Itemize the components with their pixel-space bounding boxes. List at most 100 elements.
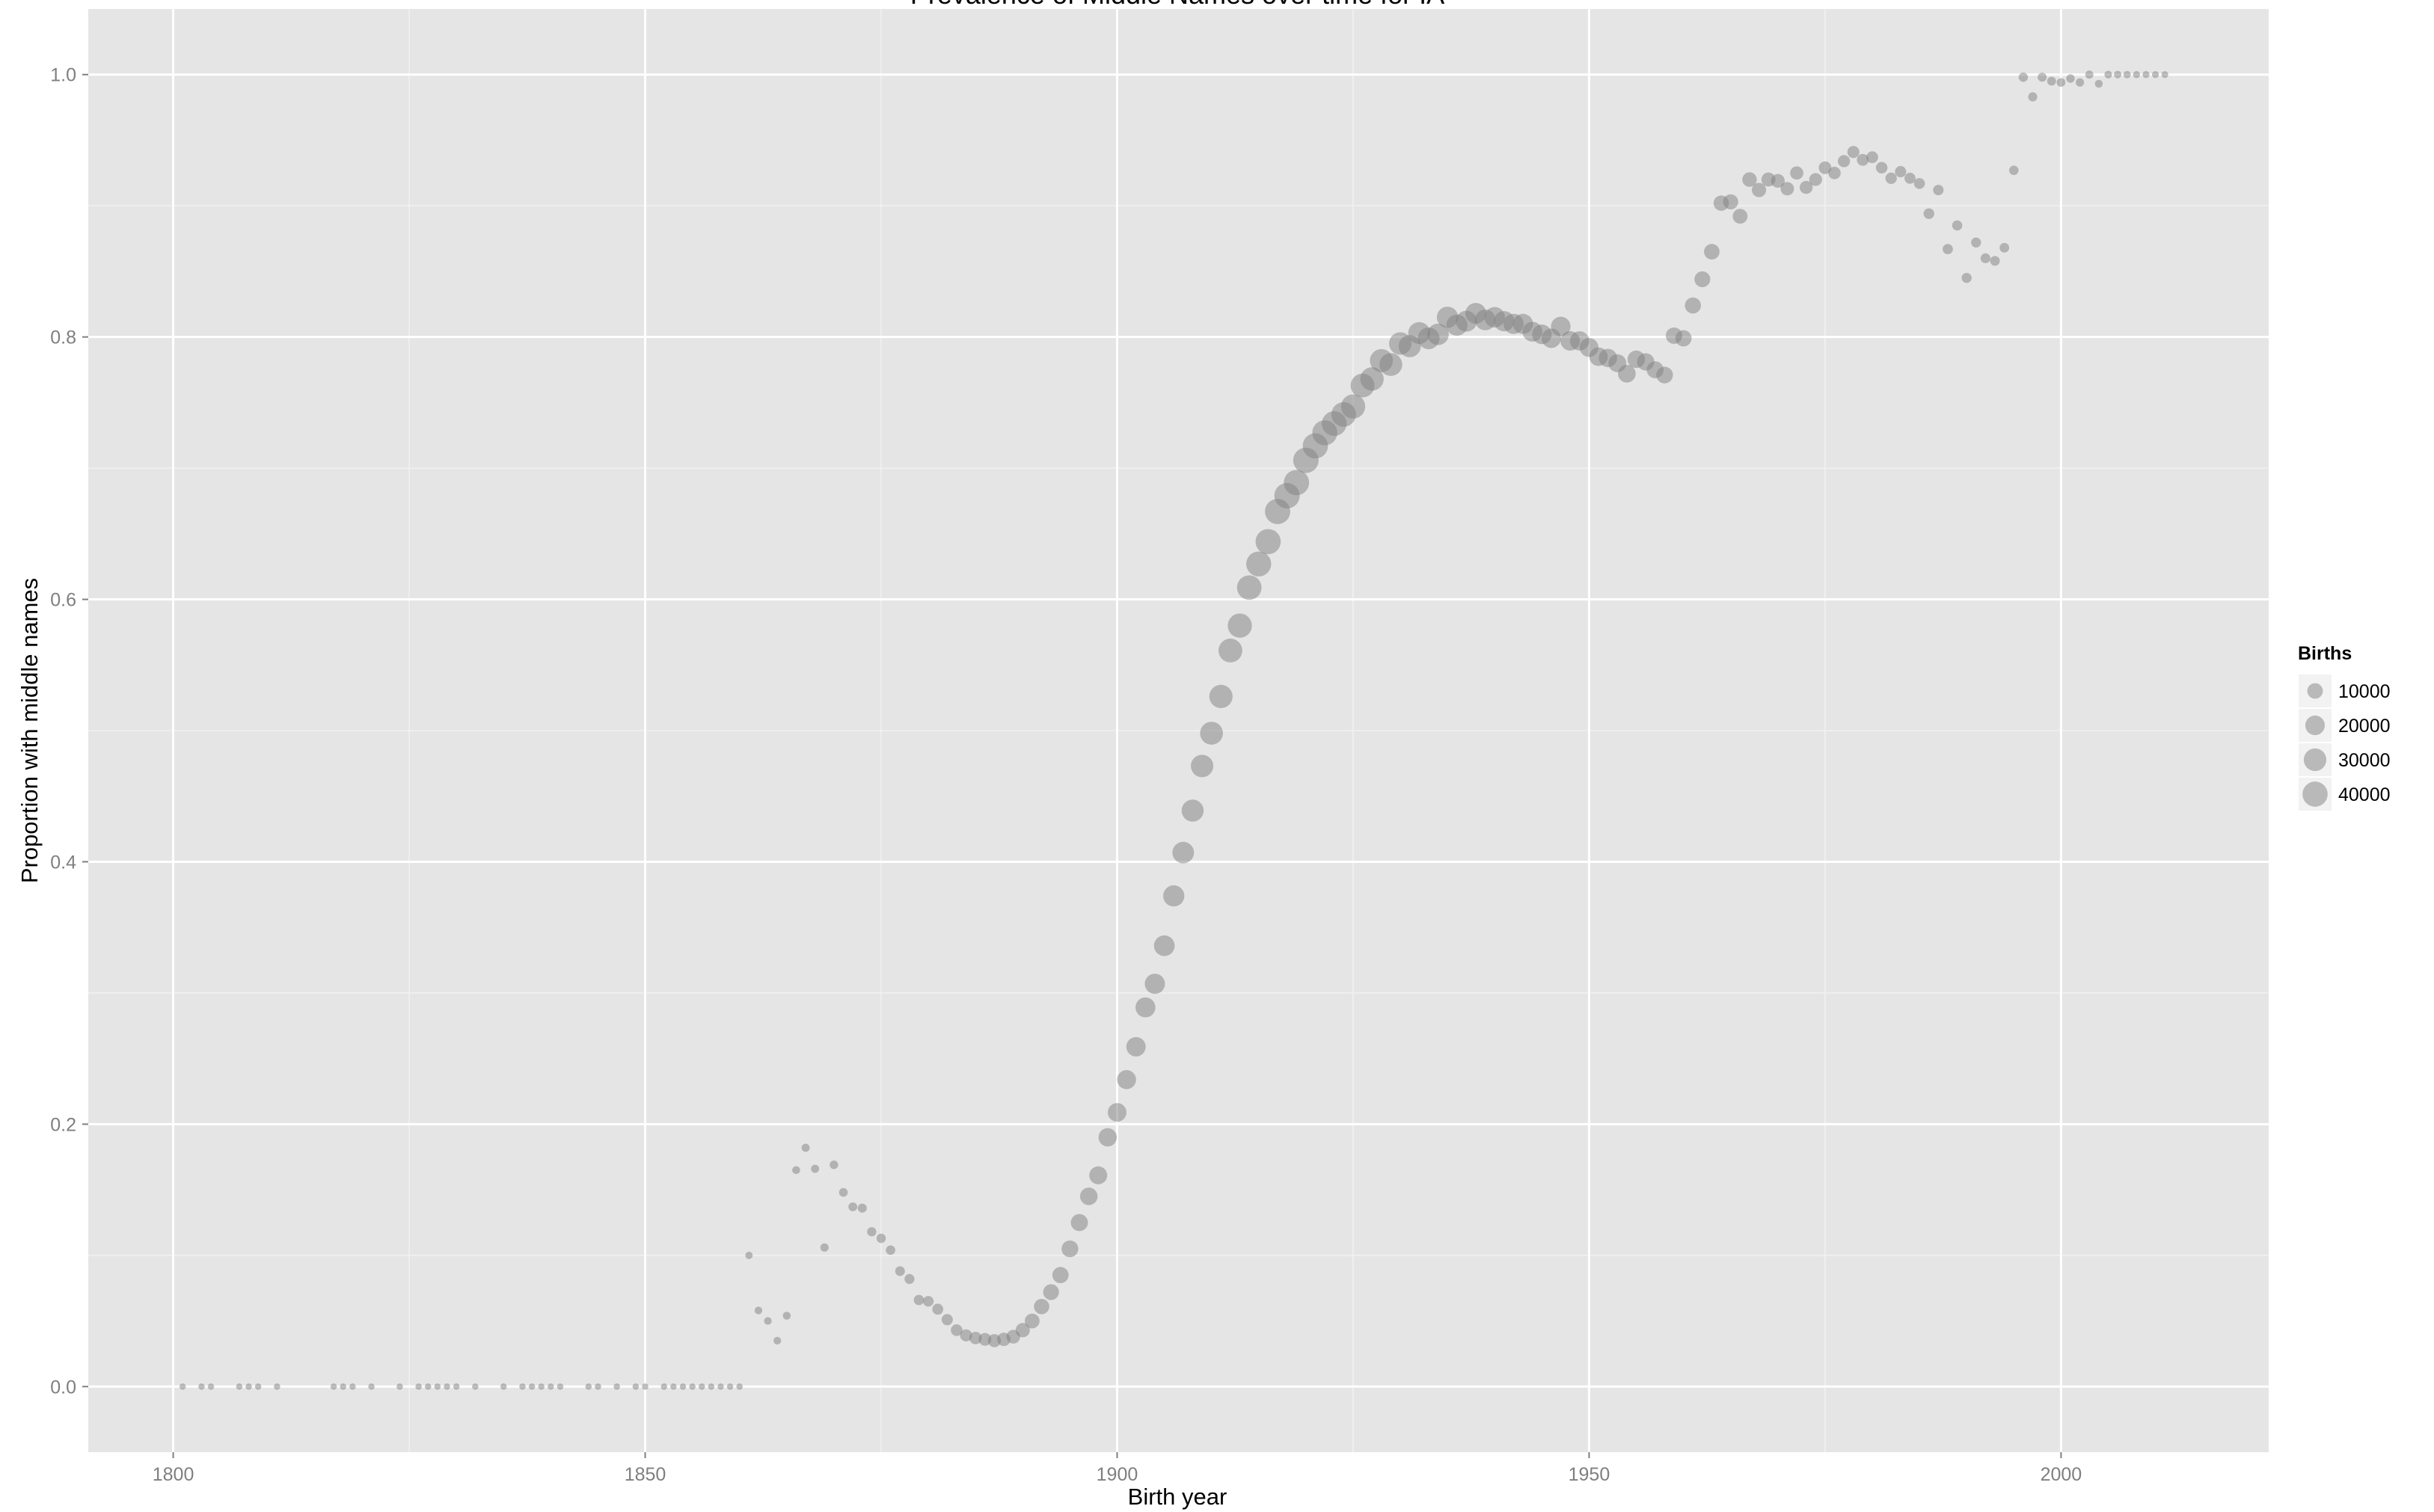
data-point bbox=[1209, 684, 1233, 708]
legend-label: 10000 bbox=[2338, 681, 2391, 702]
y-tick-label: 1.0 bbox=[50, 65, 76, 86]
data-point bbox=[2104, 70, 2112, 79]
data-point bbox=[1723, 194, 1738, 210]
data-point bbox=[2133, 70, 2141, 79]
data-point bbox=[1732, 209, 1748, 224]
data-point bbox=[857, 1203, 867, 1213]
y-tick-label: 0.0 bbox=[50, 1377, 76, 1398]
data-point bbox=[1117, 1069, 1136, 1090]
data-point bbox=[1024, 1313, 1040, 1329]
data-point bbox=[1052, 1267, 1069, 1284]
data-point bbox=[1828, 167, 1841, 179]
data-point bbox=[1107, 1103, 1126, 1122]
data-point bbox=[951, 1324, 963, 1336]
data-point bbox=[1218, 639, 1242, 663]
data-point bbox=[2038, 73, 2047, 82]
y-axis-ticks: 0.0 0.2 0.4 0.6 0.8 1.0 bbox=[50, 65, 88, 1398]
minor-gridlines bbox=[88, 9, 2269, 1452]
data-point bbox=[557, 1383, 564, 1390]
data-point bbox=[500, 1383, 507, 1390]
major-gridlines bbox=[88, 9, 2269, 1452]
y-tick-label: 0.2 bbox=[50, 1114, 76, 1135]
data-point bbox=[904, 1273, 915, 1285]
data-point bbox=[1618, 364, 1636, 383]
data-point bbox=[1913, 178, 1925, 189]
data-point bbox=[913, 1294, 925, 1306]
data-point bbox=[1153, 935, 1175, 956]
data-point bbox=[1990, 256, 2000, 266]
data-point bbox=[1144, 974, 1165, 995]
data-point bbox=[2008, 165, 2019, 176]
data-point bbox=[2161, 71, 2168, 79]
data-point bbox=[472, 1383, 479, 1390]
y-tick-label: 0.4 bbox=[50, 852, 76, 873]
data-point bbox=[1255, 529, 1281, 555]
chart-title: Prevalence of Middle Names over time for… bbox=[910, 0, 1444, 10]
data-point bbox=[415, 1383, 422, 1390]
data-point bbox=[689, 1383, 696, 1390]
x-axis-ticks: 1800 1850 1900 1950 2000 bbox=[153, 1452, 2082, 1485]
y-tick-label: 0.8 bbox=[50, 328, 76, 348]
data-point bbox=[932, 1303, 944, 1315]
data-point bbox=[1200, 722, 1223, 745]
x-tick-label: 1850 bbox=[625, 1464, 666, 1485]
data-point bbox=[1923, 208, 1934, 219]
data-point bbox=[660, 1383, 668, 1390]
x-tick-label: 1800 bbox=[153, 1464, 194, 1485]
data-point bbox=[538, 1383, 545, 1390]
data-point bbox=[1952, 220, 1963, 231]
data-point bbox=[1181, 799, 1204, 822]
data-point bbox=[1980, 253, 1990, 263]
data-point bbox=[2085, 70, 2094, 79]
data-point bbox=[2076, 78, 2085, 87]
data-point bbox=[179, 1383, 186, 1390]
data-point bbox=[1379, 353, 1403, 376]
data-point bbox=[330, 1383, 337, 1390]
data-point bbox=[1818, 161, 1832, 174]
data-point bbox=[2123, 70, 2131, 79]
data-point bbox=[349, 1383, 356, 1390]
data-point bbox=[585, 1383, 592, 1390]
data-point bbox=[1089, 1166, 1108, 1184]
data-point bbox=[1875, 162, 1888, 174]
data-point bbox=[519, 1383, 526, 1390]
data-point bbox=[679, 1383, 687, 1390]
data-point bbox=[717, 1383, 724, 1390]
data-point bbox=[1015, 1323, 1030, 1338]
data-point bbox=[340, 1383, 347, 1390]
data-point bbox=[1135, 997, 1156, 1018]
data-point bbox=[1857, 153, 1869, 166]
data-point bbox=[764, 1317, 772, 1325]
data-point bbox=[1034, 1298, 1049, 1315]
data-point bbox=[848, 1202, 858, 1211]
data-point bbox=[1163, 885, 1185, 907]
data-point bbox=[941, 1314, 953, 1326]
data-point bbox=[792, 1166, 800, 1175]
x-axis-title: Birth year bbox=[1128, 1484, 1227, 1510]
data-point bbox=[867, 1227, 877, 1237]
data-point bbox=[726, 1383, 734, 1390]
data-point bbox=[754, 1306, 763, 1315]
legend-key-point bbox=[2305, 715, 2326, 736]
data-point bbox=[811, 1164, 820, 1173]
data-point bbox=[1866, 151, 1878, 164]
data-point bbox=[198, 1383, 205, 1390]
data-point bbox=[2056, 78, 2066, 87]
data-point bbox=[368, 1383, 375, 1390]
data-point bbox=[424, 1383, 432, 1390]
data-point bbox=[1098, 1128, 1118, 1147]
data-point bbox=[1704, 244, 1720, 260]
legend: Births 10000 20000 30000 40000 bbox=[2297, 643, 2391, 812]
data-point bbox=[595, 1383, 601, 1390]
x-tick-label: 1900 bbox=[1097, 1464, 1138, 1485]
data-point bbox=[1742, 172, 1757, 187]
data-point bbox=[708, 1383, 715, 1390]
data-point bbox=[1126, 1036, 1146, 1057]
data-point bbox=[773, 1336, 782, 1344]
data-point bbox=[2018, 73, 2029, 82]
data-point bbox=[1799, 180, 1813, 194]
data-point bbox=[396, 1383, 403, 1390]
data-point bbox=[1043, 1284, 1059, 1300]
data-point bbox=[1961, 272, 1972, 283]
legend-title: Births bbox=[2298, 643, 2352, 664]
